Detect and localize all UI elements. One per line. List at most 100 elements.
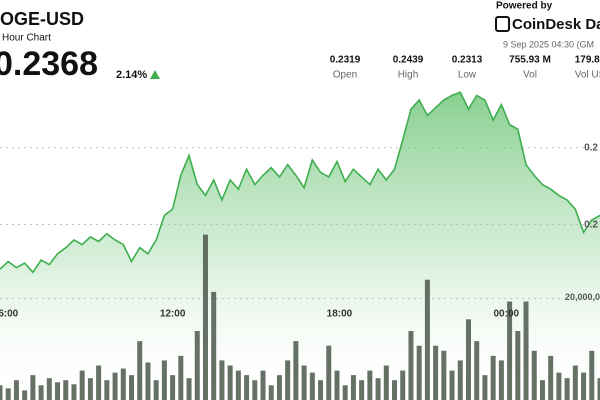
volume-bar bbox=[597, 378, 600, 400]
volume-bar bbox=[268, 385, 274, 400]
volume-bar bbox=[424, 279, 430, 400]
stat-label: Open bbox=[333, 70, 357, 81]
volume-bar bbox=[334, 370, 340, 400]
volume-bar bbox=[129, 375, 135, 400]
volume-bar bbox=[375, 378, 381, 400]
volume-bar bbox=[515, 330, 521, 400]
timestamp: 9 Sep 2025 04:30 (GM bbox=[503, 39, 594, 49]
volume-bar bbox=[112, 372, 118, 400]
volume-bar bbox=[293, 341, 299, 400]
volume-bar bbox=[46, 378, 52, 400]
price: 0.2368 bbox=[0, 45, 98, 83]
stat-label: Low bbox=[458, 70, 477, 81]
volume-bar bbox=[227, 365, 233, 400]
volume-bar bbox=[441, 350, 447, 400]
volume-bar bbox=[219, 360, 225, 400]
volume-bar bbox=[87, 378, 93, 400]
change: 2.14% bbox=[116, 69, 147, 81]
title: OGE-USD bbox=[0, 9, 84, 29]
plot: 6:00 12:00 18:00 00:00 0.2 0.2 20,000,0 bbox=[0, 91, 600, 400]
volume-bar bbox=[507, 301, 513, 400]
volume-bar bbox=[38, 385, 44, 400]
volume-bar bbox=[30, 375, 36, 400]
volume-bar bbox=[449, 370, 455, 400]
volume-bar bbox=[572, 365, 578, 400]
up-arrow bbox=[150, 70, 160, 79]
price-line bbox=[0, 91, 600, 274]
volume-bar bbox=[531, 350, 537, 400]
volume-bar bbox=[457, 360, 463, 400]
volume-bar bbox=[71, 384, 77, 400]
volume-bar bbox=[326, 345, 332, 400]
volume-bar bbox=[22, 390, 28, 400]
volume-bar bbox=[359, 380, 365, 400]
volume-bar bbox=[55, 382, 61, 400]
subtitle: Hour Chart bbox=[2, 33, 51, 44]
volume-bar bbox=[244, 375, 250, 400]
x-tick-label: 00:00 bbox=[494, 309, 520, 320]
volume-bar bbox=[539, 380, 545, 400]
volume-bar bbox=[211, 291, 217, 400]
volume-bar bbox=[194, 330, 200, 400]
volume-bar bbox=[178, 355, 184, 400]
volume-bar bbox=[581, 372, 587, 400]
volume-bar bbox=[79, 370, 85, 400]
volume-bar bbox=[465, 319, 471, 400]
volume-bar bbox=[202, 234, 208, 400]
volume-bar bbox=[392, 380, 398, 400]
volume-bar bbox=[0, 385, 3, 400]
volume-bar bbox=[120, 368, 126, 400]
brand: CoinDesk Data bbox=[512, 16, 600, 33]
volume-bar bbox=[490, 355, 496, 400]
stat-value: 0.2313 bbox=[452, 55, 483, 66]
volume-bar bbox=[474, 341, 480, 400]
stat-value: 0.2439 bbox=[393, 55, 424, 66]
volume-bar bbox=[408, 330, 414, 400]
volume-bar bbox=[301, 365, 307, 400]
y-tick-label: 0.2 bbox=[584, 219, 598, 230]
volume-bar bbox=[350, 375, 356, 400]
volume-bar bbox=[523, 301, 529, 400]
volume-bar bbox=[252, 380, 258, 400]
volume-bar bbox=[153, 380, 159, 400]
volume-bar bbox=[556, 372, 562, 400]
x-tick-label: 12:00 bbox=[160, 309, 186, 320]
stat-label: High bbox=[398, 70, 419, 81]
x-tick-label: 6:00 bbox=[0, 309, 19, 320]
volume-bar bbox=[104, 380, 110, 400]
volume-bar bbox=[548, 355, 554, 400]
volume-bar bbox=[170, 375, 176, 400]
volume-bar bbox=[416, 345, 422, 400]
volume-bar bbox=[433, 345, 439, 400]
volume-bar bbox=[137, 341, 143, 400]
volume-bar bbox=[564, 378, 570, 400]
volume-bar bbox=[260, 370, 266, 400]
volume-bar bbox=[186, 378, 192, 400]
volume-bar bbox=[285, 360, 291, 400]
volume-bar bbox=[383, 365, 389, 400]
volume-bar bbox=[318, 380, 324, 400]
volume-bar bbox=[589, 350, 595, 400]
volume-bar bbox=[342, 385, 348, 400]
volume-bar bbox=[96, 365, 102, 400]
header: OGE-USD Hour Chart 0.2368 2.14% Powered … bbox=[0, 1, 600, 83]
volume-bar bbox=[309, 372, 315, 400]
brand-logo bbox=[495, 16, 510, 32]
volume-bar bbox=[63, 380, 69, 400]
stat-label: Vol bbox=[523, 70, 537, 81]
stat-value: 0.2319 bbox=[330, 55, 361, 66]
y-tick-label: 0.2 bbox=[584, 142, 598, 153]
stat-value: 179.80 bbox=[575, 55, 600, 66]
stat-label: Vol US bbox=[575, 70, 600, 81]
volume-bar bbox=[145, 362, 151, 400]
volume-bar bbox=[235, 370, 241, 400]
volume-bar bbox=[482, 375, 488, 400]
x-tick-label: 18:00 bbox=[327, 309, 353, 320]
volume-bar bbox=[13, 380, 19, 400]
volume-bar bbox=[276, 375, 282, 400]
volume-bar bbox=[498, 360, 504, 400]
volume-bar bbox=[367, 370, 373, 400]
y2-tick-label: 20,000,0 bbox=[565, 292, 600, 302]
volume-bar bbox=[161, 360, 167, 400]
